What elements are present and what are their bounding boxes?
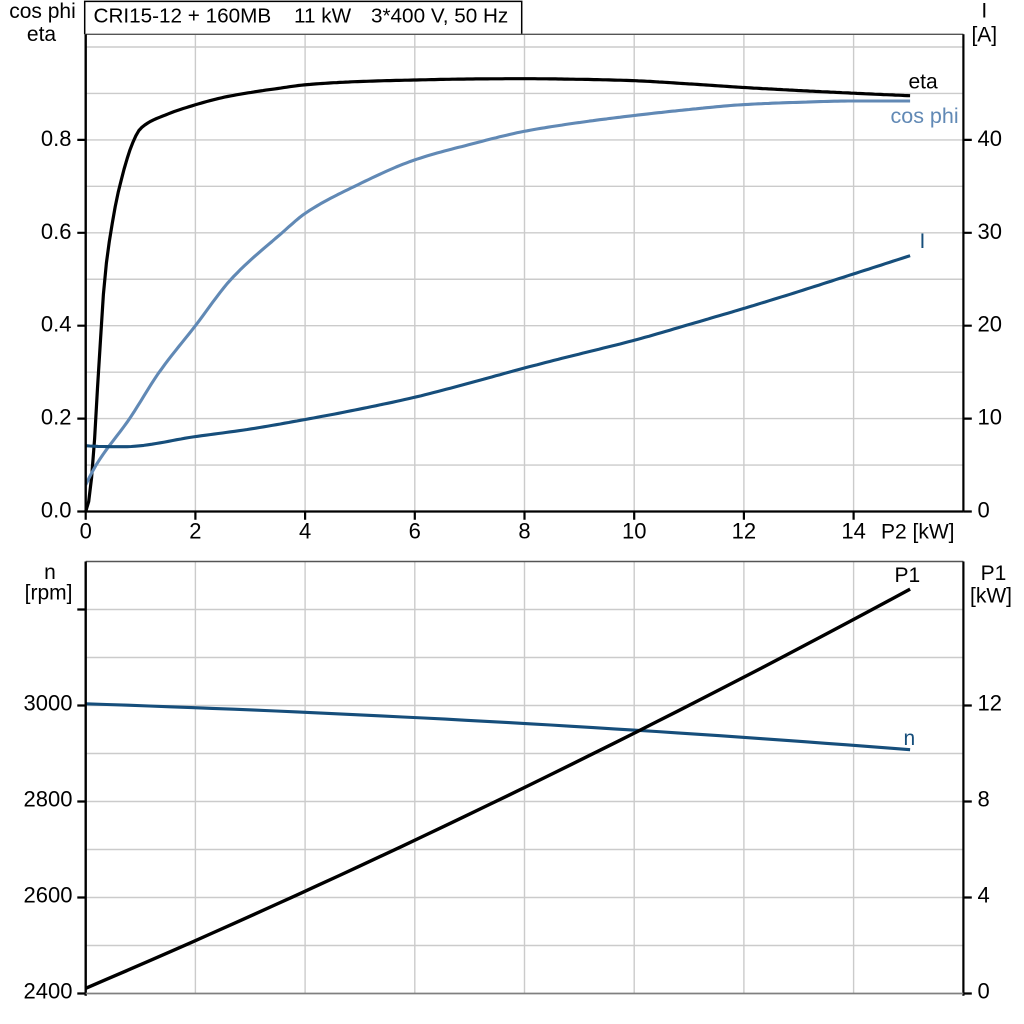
svg-text:eta: eta	[909, 71, 939, 94]
svg-text:0.80.60.40.20.0: 0.8 0.6 0.4 0.2 0.0	[41, 126, 72, 523]
svg-text:cos phi: cos phi	[891, 104, 959, 128]
svg-text:I[A]: I [A]	[971, 0, 997, 46]
svg-text:P1: P1	[895, 564, 921, 587]
svg-text:n: n	[904, 727, 916, 750]
svg-text:P1[kW]: P1 [kW]	[970, 562, 1012, 608]
svg-text:I: I	[920, 230, 926, 253]
svg-text:n[rpm]: n [rpm]	[25, 561, 73, 605]
svg-text:P2 [kW]: P2 [kW]	[881, 521, 955, 544]
